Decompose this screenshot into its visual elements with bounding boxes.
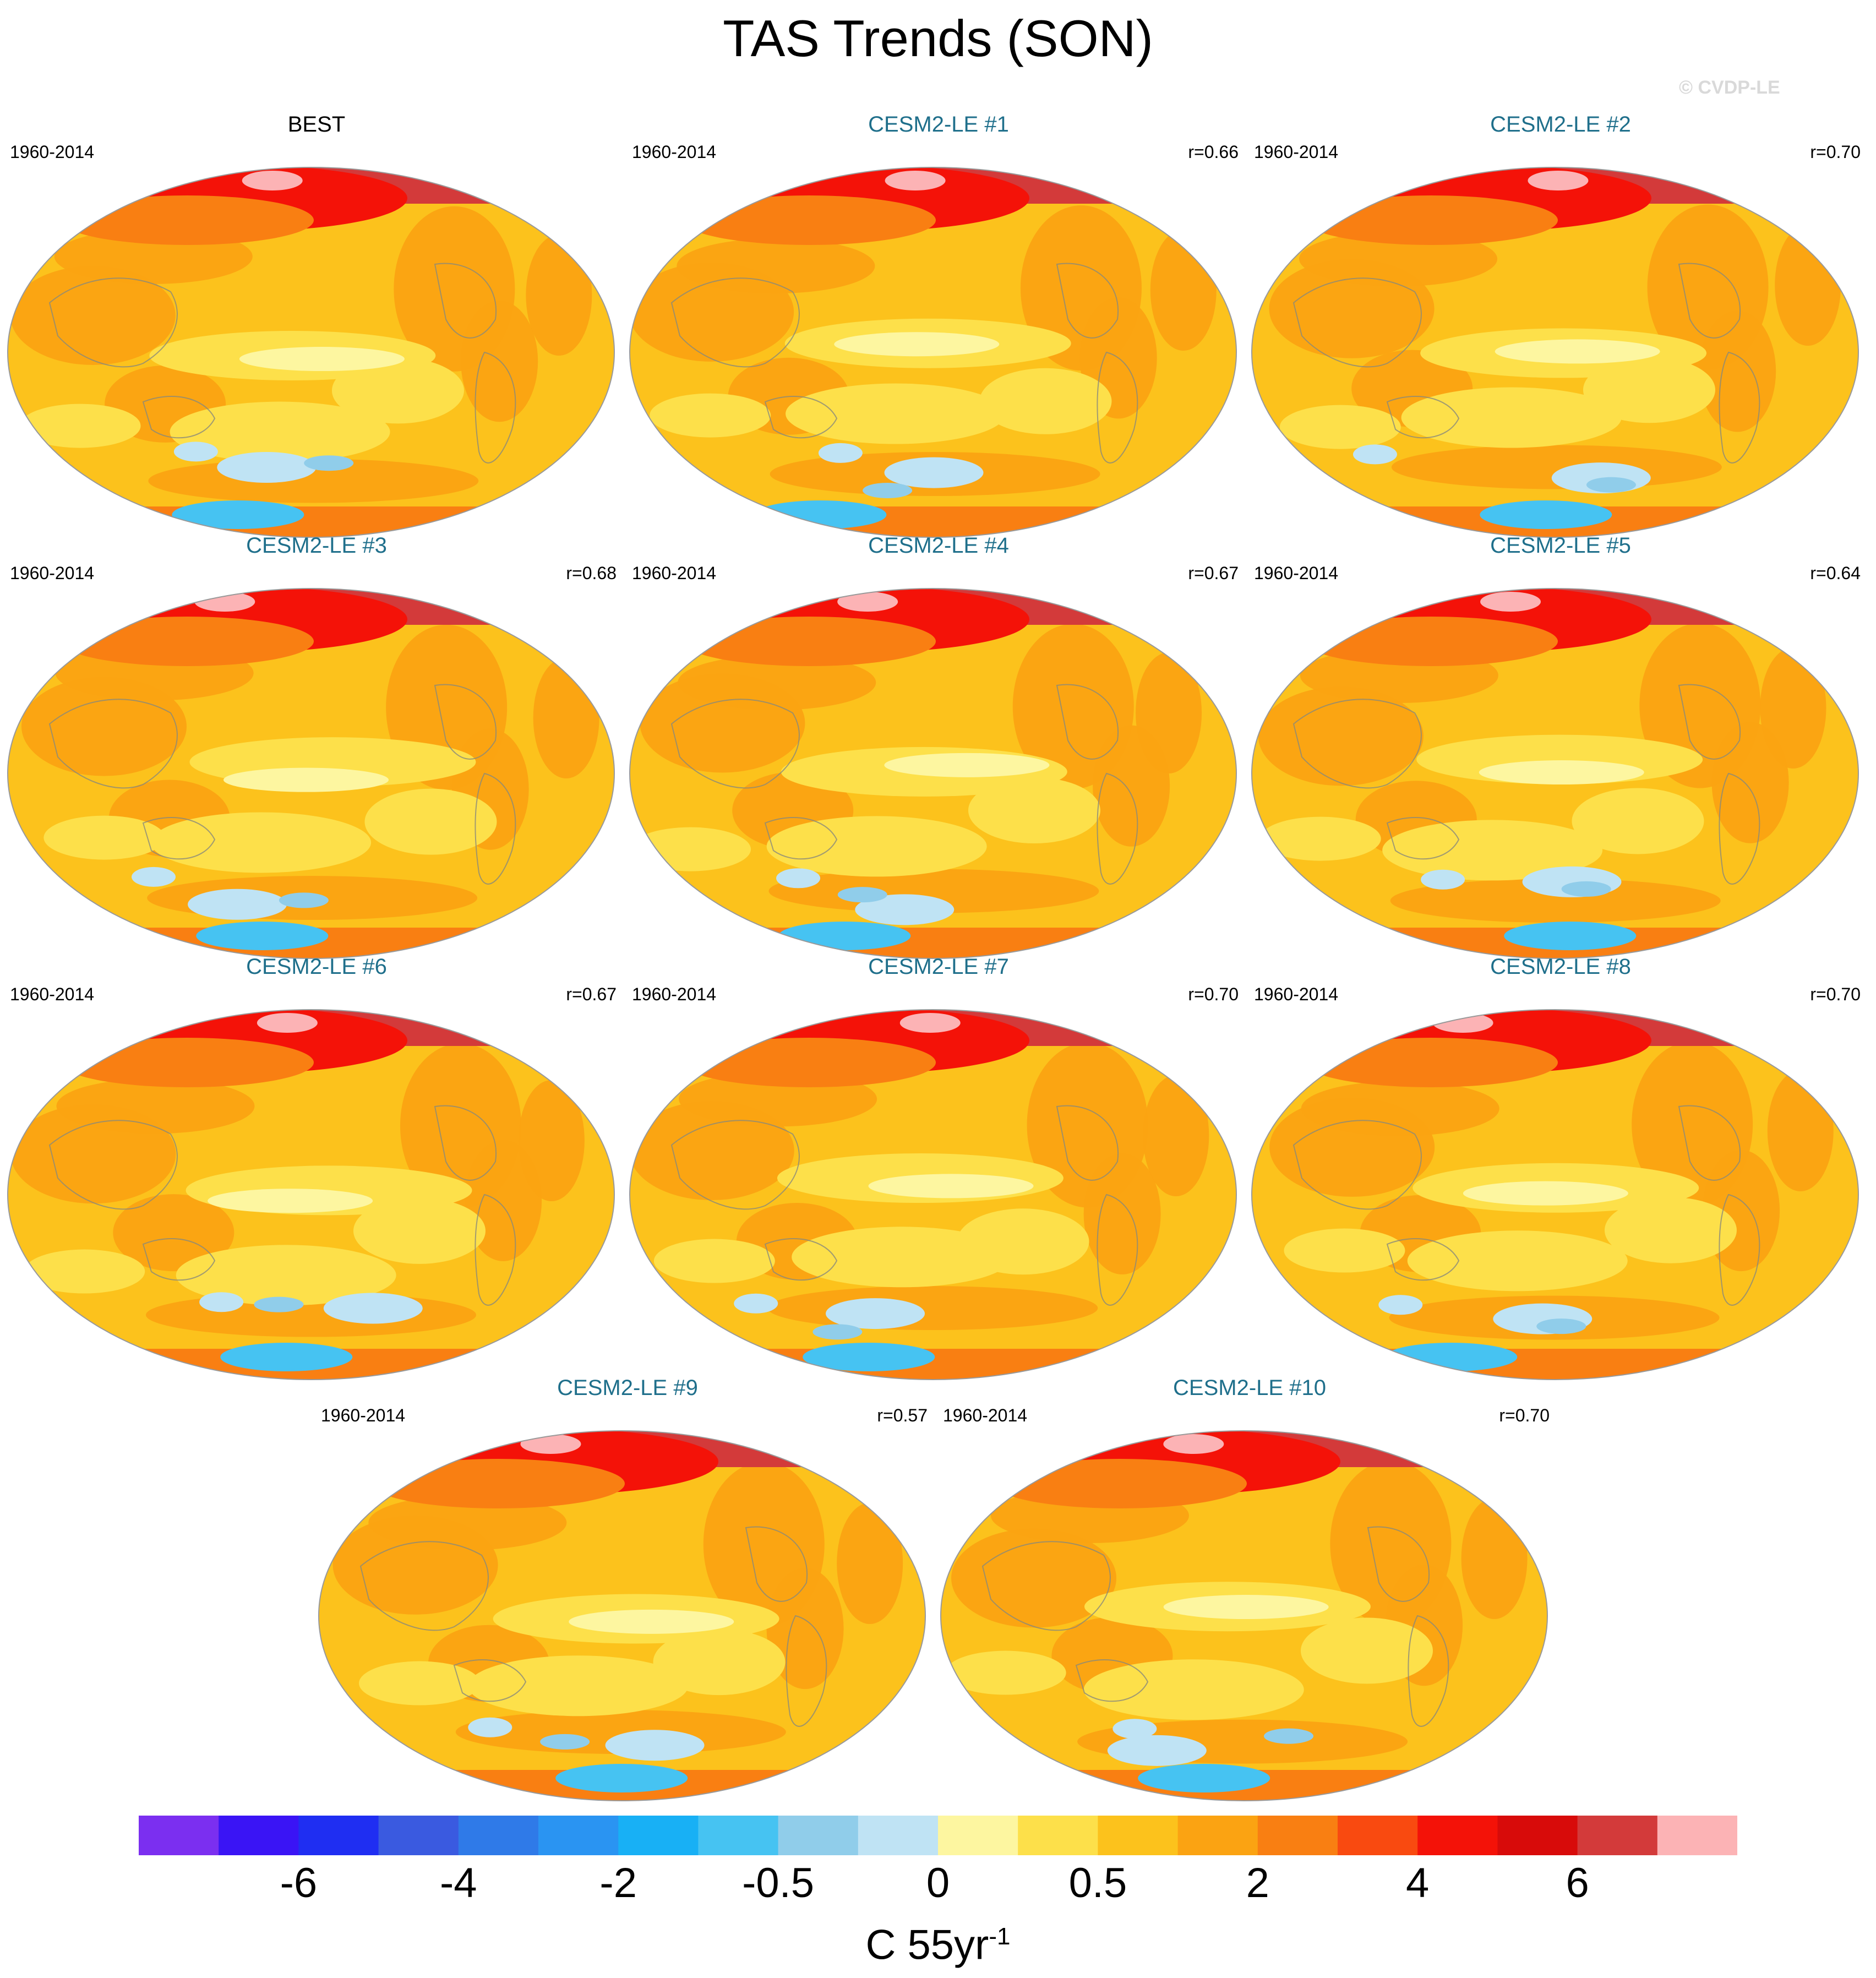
map-panel: CESM2-LE #1 1960-2014 r=0.66 [628, 110, 1250, 538]
units-main: C 55yr [865, 1921, 989, 1969]
panel-title: CESM2-LE #5 [1490, 533, 1631, 558]
robinson-map [1251, 167, 1859, 538]
colorbar-swatch [538, 1816, 619, 1855]
panel-title: CESM2-LE #7 [868, 955, 1009, 979]
panel-correlation: r=0.67 [566, 984, 617, 1004]
panel-period: 1960-2014 [10, 984, 95, 1004]
robinson-map [940, 1430, 1548, 1801]
panel-correlation: r=0.57 [877, 1405, 928, 1425]
panel-period: 1960-2014 [10, 142, 95, 162]
panel-title: BEST [287, 112, 346, 137]
colorbar-swatch [1177, 1816, 1258, 1855]
panel-period: 1960-2014 [1254, 142, 1339, 162]
panel-title: CESM2-LE #9 [557, 1376, 698, 1400]
panel-title: CESM2-LE #10 [1173, 1376, 1326, 1400]
figure-title: TAS Trends (SON) [723, 9, 1153, 67]
map-panel: CESM2-LE #5 1960-2014 r=0.64 [1250, 531, 1872, 959]
watermark: © CVDP-LE [1679, 77, 1780, 98]
colorbar-swatch [139, 1816, 219, 1855]
colorbar-swatch [1098, 1816, 1179, 1855]
panel-period: 1960-2014 [1254, 563, 1339, 583]
panel-correlation: r=0.70 [1810, 984, 1861, 1004]
panel-period: 1960-2014 [632, 984, 717, 1004]
colorbar-tick-label: 0 [926, 1860, 950, 1906]
panel-correlation: r=0.70 [1810, 142, 1861, 162]
panel-title: CESM2-LE #4 [868, 533, 1009, 558]
robinson-map [1251, 1009, 1859, 1380]
panel-period: 1960-2014 [632, 142, 717, 162]
panel-correlation: r=0.70 [1499, 1405, 1550, 1425]
panel-correlation: r=0.67 [1188, 563, 1239, 583]
panel-correlation: r=0.66 [1188, 142, 1239, 162]
colorbar-swatch [1018, 1816, 1098, 1855]
colorbar-swatch [858, 1816, 939, 1855]
map-panel: CESM2-LE #2 1960-2014 r=0.70 [1250, 110, 1872, 538]
panel-title: CESM2-LE #8 [1490, 955, 1631, 979]
colorbar-swatch [1257, 1816, 1338, 1855]
panel-period: 1960-2014 [632, 563, 717, 583]
map-panel: CESM2-LE #10 1960-2014 r=0.70 [939, 1374, 1561, 1801]
colorbar-swatch [618, 1816, 699, 1855]
colorbar-swatch [219, 1816, 299, 1855]
colorbar-swatch [698, 1816, 779, 1855]
units-exponent: -1 [989, 1923, 1011, 1950]
robinson-map [1251, 588, 1859, 959]
colorbar-swatch [458, 1816, 539, 1855]
robinson-map [7, 167, 615, 538]
colorbar [139, 1816, 1737, 1855]
panel-correlation: r=0.70 [1188, 984, 1239, 1004]
panel-period: 1960-2014 [10, 563, 95, 583]
colorbar-swatch [938, 1816, 1018, 1855]
colorbar-tick-label: 2 [1246, 1860, 1269, 1906]
panel-title: CESM2-LE #6 [246, 955, 387, 979]
colorbar-swatch [298, 1816, 379, 1855]
colorbar-swatch [378, 1816, 459, 1855]
colorbar-swatch [1577, 1816, 1658, 1855]
robinson-map [7, 588, 615, 959]
map-panel: CESM2-LE #4 1960-2014 r=0.67 [628, 531, 1250, 959]
panel-correlation: r=0.68 [566, 563, 617, 583]
colorbar-units: C 55yr-1 [0, 1910, 1876, 1971]
panel-title: CESM2-LE #2 [1490, 112, 1631, 137]
map-panel: CESM2-LE #8 1960-2014 r=0.70 [1250, 952, 1872, 1380]
colorbar-swatch [1338, 1816, 1418, 1855]
colorbar-swatch [1657, 1816, 1737, 1855]
panel-period: 1960-2014 [943, 1405, 1028, 1425]
map-panel: CESM2-LE #6 1960-2014 r=0.67 [6, 952, 628, 1380]
panel-correlation: r=0.64 [1810, 563, 1861, 583]
robinson-map [7, 1009, 615, 1380]
colorbar-swatch [778, 1816, 859, 1855]
map-panel: CESM2-LE #9 1960-2014 r=0.57 [317, 1374, 939, 1801]
colorbar-tick-label: -6 [280, 1860, 318, 1906]
robinson-map [318, 1430, 926, 1801]
colorbar-tick-label: -2 [599, 1860, 637, 1906]
robinson-map [629, 167, 1237, 538]
colorbar-tick-label: -0.5 [742, 1860, 815, 1906]
colorbar-tick-label: 6 [1566, 1860, 1589, 1906]
robinson-map [629, 1009, 1237, 1380]
colorbar-tick-label: 0.5 [1068, 1860, 1127, 1906]
colorbar-tick-label: 4 [1406, 1860, 1430, 1906]
panel-title: CESM2-LE #1 [868, 112, 1009, 137]
panel-title: CESM2-LE #3 [246, 533, 387, 558]
map-panel: CESM2-LE #3 1960-2014 r=0.68 [6, 531, 628, 959]
colorbar-swatch [1497, 1816, 1578, 1855]
panel-period: 1960-2014 [321, 1405, 406, 1425]
robinson-map [629, 588, 1237, 959]
panel-period: 1960-2014 [1254, 984, 1339, 1004]
colorbar-tick-label: -4 [440, 1860, 477, 1906]
map-panel: CESM2-LE #7 1960-2014 r=0.70 [628, 952, 1250, 1380]
map-panel: BEST 1960-2014 [6, 110, 628, 538]
colorbar-swatch [1417, 1816, 1498, 1855]
